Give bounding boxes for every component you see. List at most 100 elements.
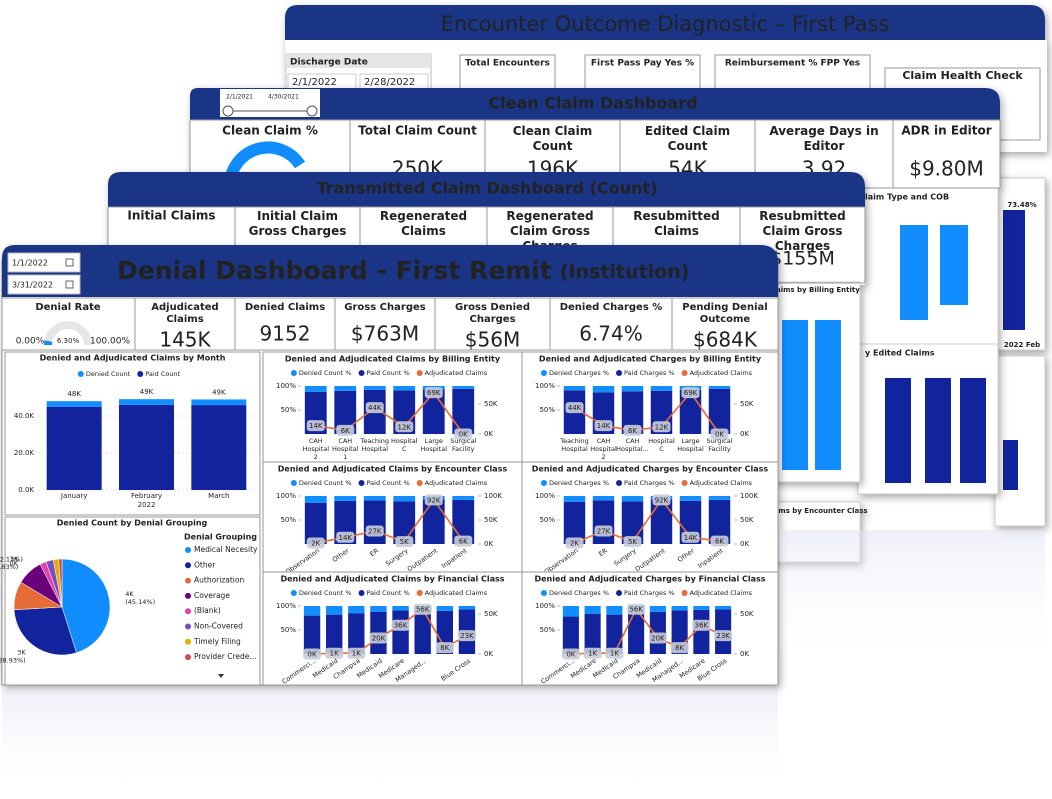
data-label-bg: [710, 535, 729, 547]
total-label: 49K: [212, 388, 226, 396]
pie-label: 1K(9.56%): [0, 585, 1, 601]
data-label-bg: [454, 535, 473, 547]
legend-dot: [616, 590, 623, 596]
slicer-from: 2/1/2022: [292, 77, 337, 88]
data-label-bg: [594, 420, 613, 432]
header-title: Denial Dashboard - First Remit (Instituti…: [117, 256, 689, 285]
legend-dot: [416, 370, 423, 376]
y-tick-label: 100%: [535, 492, 555, 500]
bar: [562, 606, 579, 617]
panel-text: 73.48%: [1007, 201, 1036, 209]
legend-scroll-arrow: [218, 674, 224, 678]
kpi-label: Initial Claims: [127, 209, 215, 223]
data-label-bg: [623, 536, 642, 548]
data-label: 56K: [629, 606, 643, 614]
legend: Denied Charges % Paid Charges % Adjudicate…: [540, 369, 753, 377]
legend-label: Coverage: [194, 591, 230, 600]
data-label-bg: [395, 421, 414, 433]
x-tick-label: January: [60, 492, 88, 500]
y-tick-label: 0.0K: [18, 486, 34, 494]
panel-text: aims by Billing Entity: [776, 286, 860, 294]
bar: [119, 404, 174, 490]
data-label-bg: [652, 421, 671, 433]
data-label: 8K: [675, 644, 684, 652]
legend-dot: [681, 480, 688, 486]
calendar-icon: [65, 258, 74, 267]
data-label-bg: [336, 531, 355, 543]
data-label: 20K: [651, 635, 665, 643]
data-label: 12K: [655, 423, 669, 431]
data-label-bg: [457, 630, 476, 642]
data-label-bg: [424, 387, 443, 399]
legend-dot: [185, 592, 191, 599]
data-label: 6K: [459, 538, 468, 546]
y-tick-label: 100%: [535, 382, 555, 390]
header: [2, 245, 778, 297]
legend: Denied Charges % Paid Charges % Adjudicate…: [540, 479, 753, 487]
panel-text: ims by Encounter Class: [776, 507, 868, 515]
legend-dot: [137, 371, 144, 377]
y2-tick-label: 0K: [484, 430, 493, 438]
slider-handle: [306, 105, 318, 117]
kpi-label: Total Claim Count: [358, 124, 477, 138]
data-label-bg: [692, 619, 711, 631]
legend-label: Other: [194, 560, 216, 569]
legend-dot: [185, 638, 191, 645]
data-label-bg: [435, 642, 454, 654]
legend-dot: [290, 370, 297, 376]
y-tick-label: 20.0K: [14, 449, 35, 457]
date-box: [7, 274, 81, 295]
bar: [191, 399, 247, 406]
legend-label: Adjudicated Claims: [690, 369, 753, 377]
legend-dot: [540, 480, 547, 486]
decor-bar: [960, 378, 986, 483]
bar: [370, 606, 387, 612]
data-label-bg: [347, 647, 366, 659]
data-label-bg: [670, 642, 689, 654]
data-label-bg: [561, 648, 580, 660]
data-label: 5K: [628, 538, 637, 546]
bar: [452, 386, 475, 389]
pie-label: 4K (45.14%): [125, 590, 155, 606]
header: [285, 5, 1045, 40]
decor-bar: [900, 225, 928, 320]
kpi-card: [549, 297, 673, 351]
legend-dot: [416, 590, 423, 596]
data-label-bg: [652, 494, 671, 506]
legend: Denied Charges % Paid Charges % Adjudicate…: [540, 589, 753, 597]
decor-bar: [1003, 440, 1018, 490]
kpi-card: [134, 297, 236, 351]
bar: [393, 496, 416, 502]
y2-tick-label: 0K: [484, 650, 493, 658]
legend: Denied Count Paid Count: [77, 370, 181, 378]
y-tick-label: 50%: [539, 516, 555, 524]
y2-tick-label: 50K: [484, 400, 498, 408]
kpi-value: $763M: [351, 322, 419, 346]
kpi-label: Total Encounters: [465, 59, 550, 69]
x-tick-label: ER: [597, 546, 609, 558]
legend-label: Adjudicated Claims: [690, 589, 753, 597]
legend-label: Medical Necesity: [194, 545, 258, 554]
kpi-label: First Pass Pay Yes %: [591, 59, 694, 69]
bar: [326, 606, 343, 615]
decor-bar: [925, 378, 951, 483]
bar: [563, 501, 586, 544]
bar: [621, 391, 644, 434]
y2-tick-label: 50K: [740, 610, 754, 618]
data-label: 1K: [352, 650, 361, 658]
data-label: 23K: [460, 632, 474, 640]
y2-tick-label: 0K: [484, 540, 493, 548]
legend-dot: [540, 590, 547, 596]
data-label-bg: [365, 525, 384, 537]
bar: [422, 499, 445, 544]
bar: [348, 613, 365, 654]
legend-dot: [185, 547, 191, 553]
gauge-track: [44, 321, 92, 346]
bar: [392, 606, 409, 611]
kpi-label: Reimbursement % FPP Yes: [725, 59, 860, 69]
data-label: 14K: [339, 534, 353, 542]
bar: [46, 401, 102, 407]
slicer-to: 2/28/2022: [364, 77, 415, 88]
bar: [649, 606, 666, 612]
x-tick-label: February: [131, 492, 162, 500]
